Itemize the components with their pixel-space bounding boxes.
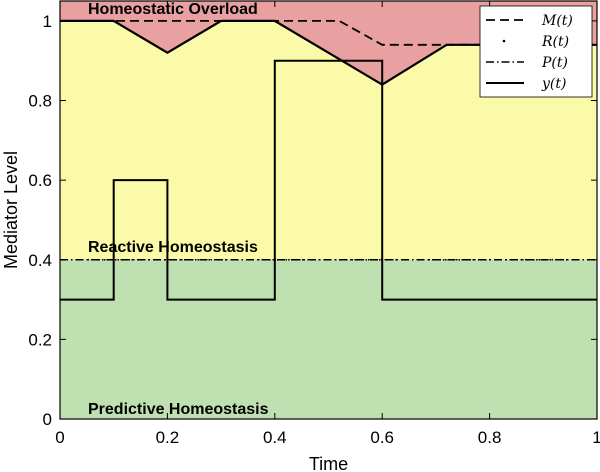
x-tick-label: 0.4 [263,428,287,447]
region-label-0: Homeostatic Overload [88,1,258,18]
series-lines [60,19,597,301]
x-tick-label: 0.6 [370,428,394,447]
legend-box [479,5,593,98]
region-reactive-fill [60,20,597,260]
series-line-0 [60,19,597,46]
y-tick-label: 0.2 [28,330,52,349]
x-tick-label: 1 [592,428,600,447]
y-axis-label: Mediator Level [1,151,21,269]
legend-label-0: M(t) [541,13,573,29]
region-predictive-fill [60,259,597,419]
region-label-2: Predictive Homeostasis [88,401,269,418]
x-tick-label: 0.2 [156,428,180,447]
y-tick-label: 0 [43,410,52,429]
y-tick-label: 0.6 [28,171,52,190]
legend: M(t) R(t) P(t) y(t) [479,5,593,98]
x-tick-label: 0 [55,428,64,447]
ticks: 0 0.2 0.4 0.6 0.8 1 0 0.2 0.4 0.6 0.8 1 [28,1,600,447]
legend-label-1: R(t) [541,34,569,50]
axes [59,0,598,420]
region-labels: Homeostatic Overload Reactive Homeostasis… [88,1,269,418]
y-tick-label: 0.8 [28,92,52,111]
region-label-1: Reactive Homeostasis [88,239,258,256]
legend-swatch-1 [502,39,506,43]
x-tick-label: 0.8 [478,428,502,447]
legend-label-2: P(t) [541,55,568,71]
series-line-3 [60,59,597,301]
y-tick-label: 1 [43,12,52,31]
axes-frame [59,0,598,420]
y-tick-label: 0.4 [28,251,52,270]
x-axis-label: Time [309,454,348,472]
legend-label-3: y(t) [541,76,566,92]
